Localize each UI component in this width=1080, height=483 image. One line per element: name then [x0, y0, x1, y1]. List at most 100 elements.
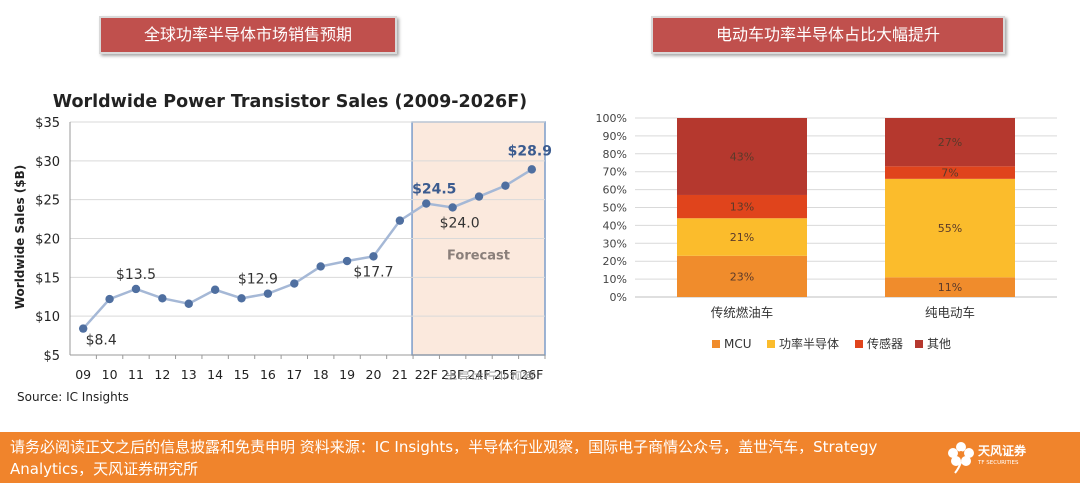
bar-segment — [885, 178, 1015, 278]
x-tick-label: 10 — [102, 367, 118, 380]
data-label: $24.5 — [412, 182, 456, 198]
x-tick-label: 15 — [234, 367, 250, 380]
y-axis-label: Worldwide Sales ($B) — [13, 165, 27, 310]
logo-text-cn: 天风证券 — [978, 444, 1027, 458]
data-point — [158, 294, 167, 303]
data-point — [316, 262, 325, 271]
y-tick-label: $30 — [35, 155, 60, 170]
data-point — [342, 256, 352, 266]
y-tick-label: 10% — [603, 273, 627, 286]
y-tick-label: 20% — [603, 255, 627, 268]
y-tick-label: 60% — [603, 184, 627, 197]
x-tick-label: 22F — [415, 367, 438, 380]
ev-semiconductor-share-chart: 0% 10% 20% 30% 40% 50% 60% 70% 80% 90% 100% 23% 21% 1… — [596, 112, 1057, 351]
data-point — [237, 294, 246, 303]
y-tick-label: 70% — [603, 166, 627, 179]
data-point — [474, 192, 484, 201]
data-point — [422, 199, 431, 208]
data-point — [369, 252, 378, 261]
x-tick-label: 14 — [207, 367, 223, 380]
data-label: 43% — [730, 150, 754, 163]
logo-text-en: TF SECURITIES — [978, 460, 1019, 466]
bar-segment — [885, 166, 1015, 179]
y-tick-label: 40% — [603, 219, 627, 232]
x-tick-label: 26F — [520, 367, 543, 380]
data-point — [290, 279, 299, 288]
data-point — [395, 216, 405, 225]
data-point — [501, 181, 510, 190]
watermark-text: 半导体行业观察 — [444, 371, 535, 380]
data-label: 27% — [938, 136, 962, 149]
category-label: 传统燃油车 — [711, 305, 774, 320]
x-tick-label: 25F — [494, 367, 517, 380]
x-tick-label: 16 — [260, 367, 276, 380]
data-point — [78, 324, 88, 333]
x-tick-label: 23F — [441, 367, 464, 380]
y-tick-label: 90% — [603, 130, 627, 143]
forecast-label: Forecast — [447, 248, 510, 263]
category-label: 纯电动车 — [925, 305, 975, 320]
x-tick-label: 11 — [128, 367, 144, 380]
data-point — [527, 165, 537, 174]
data-point — [105, 294, 114, 304]
data-label: $13.5 — [116, 267, 156, 283]
data-label: $24.0 — [440, 215, 480, 231]
data-label: 55% — [938, 222, 962, 235]
y-tick-label: 30% — [603, 237, 627, 250]
data-label: $28.9 — [508, 143, 552, 159]
flower-icon — [948, 442, 974, 474]
y-tick-label: $35 — [35, 116, 60, 131]
chart-title: Worldwide Power Transistor Sales (2009-2… — [53, 92, 527, 112]
legend-label: 传感器 — [867, 336, 903, 351]
data-label: 7% — [941, 167, 958, 180]
data-point — [448, 203, 457, 212]
legend-swatch — [767, 340, 775, 348]
data-label: $17.7 — [353, 264, 393, 280]
y-tick-label: 100% — [596, 112, 627, 125]
legend-label: MCU — [724, 337, 752, 351]
data-point — [184, 299, 193, 308]
x-tick-label: 18 — [313, 367, 329, 380]
data-label: $8.4 — [86, 333, 117, 349]
data-point — [263, 289, 273, 298]
data-label: 23% — [730, 270, 754, 283]
bar-segment — [677, 218, 807, 256]
legend-swatch — [855, 340, 863, 348]
footer-bar: 请务必阅读正文之后的信息披露和免责申明 资料来源：IC Insights，半导体… — [0, 432, 1080, 483]
data-point — [131, 284, 141, 294]
y-tick-label: $10 — [35, 310, 60, 325]
bar-segment — [885, 118, 1015, 167]
data-label: 11% — [938, 281, 962, 294]
chart-source: Source: IC Insights — [17, 390, 129, 404]
x-tick-label: 12 — [154, 367, 170, 380]
legend-label: 功率半导体 — [779, 336, 839, 351]
y-tick-label: $20 — [35, 233, 60, 248]
bar-segment — [677, 255, 807, 297]
y-tick-label: 0% — [610, 291, 627, 304]
y-tick-label: $5 — [43, 349, 60, 364]
power-transistor-sales-chart: Worldwide Power Transistor Sales (2009-2… — [13, 92, 552, 380]
right-panel-header: 电动车功率半导体占比大幅提升 — [651, 16, 1005, 54]
tf-securities-logo: 天风证券 TF SECURITIES — [946, 440, 1056, 478]
y-tick-label: 50% — [603, 202, 627, 215]
x-tick-label: 19 — [339, 367, 355, 380]
x-tick-label: 13 — [181, 367, 197, 380]
bar-segment — [885, 277, 1015, 297]
data-label: $12.9 — [238, 272, 278, 288]
x-tick-label: 21 — [392, 367, 408, 380]
data-label: 21% — [730, 231, 754, 244]
x-tick-label: 20 — [366, 367, 382, 380]
legend-label: 其他 — [927, 337, 951, 351]
data-label: 13% — [730, 201, 754, 214]
y-tick-label: 80% — [603, 148, 627, 161]
bar-segment — [677, 118, 807, 195]
bar-segment — [677, 194, 807, 219]
left-panel-header: 全球功率半导体市场销售预期 — [99, 16, 397, 54]
legend-swatch — [712, 340, 720, 348]
legend-swatch — [915, 340, 923, 348]
x-tick-label: 24F — [467, 367, 490, 380]
series-line — [82, 168, 533, 330]
data-point — [210, 285, 220, 294]
y-tick-label: $25 — [35, 194, 60, 209]
y-tick-label: $15 — [35, 271, 60, 286]
